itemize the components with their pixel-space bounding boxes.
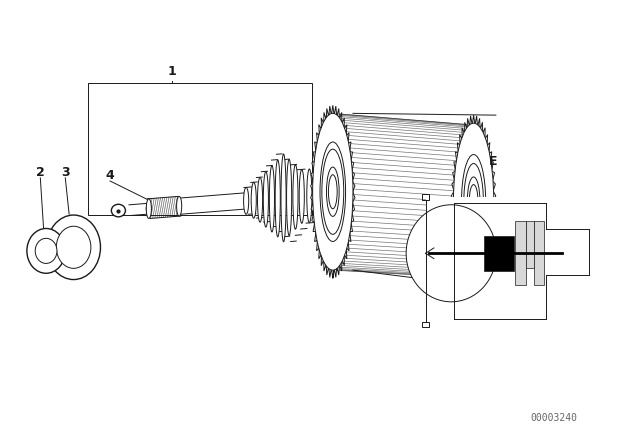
Bar: [534, 221, 545, 285]
Bar: [88, 83, 312, 215]
Ellipse shape: [469, 185, 478, 219]
Text: 3: 3: [61, 166, 70, 179]
Ellipse shape: [244, 187, 249, 214]
Ellipse shape: [326, 167, 339, 216]
Ellipse shape: [461, 155, 486, 249]
Bar: [426, 197, 595, 325]
Ellipse shape: [312, 113, 353, 270]
Polygon shape: [310, 105, 355, 278]
Ellipse shape: [312, 113, 353, 270]
Ellipse shape: [251, 182, 256, 218]
Ellipse shape: [300, 169, 305, 223]
Polygon shape: [451, 115, 496, 288]
Text: 2: 2: [36, 166, 45, 179]
Bar: [484, 236, 513, 271]
Ellipse shape: [307, 169, 312, 223]
Bar: [525, 221, 534, 268]
Ellipse shape: [322, 149, 344, 234]
Ellipse shape: [47, 215, 100, 280]
Ellipse shape: [27, 228, 65, 273]
Ellipse shape: [56, 226, 91, 268]
Ellipse shape: [269, 166, 275, 232]
Bar: [422, 322, 429, 327]
Ellipse shape: [263, 172, 268, 227]
Ellipse shape: [467, 177, 480, 226]
Ellipse shape: [281, 154, 286, 242]
Text: E: E: [488, 155, 497, 168]
Ellipse shape: [147, 199, 152, 219]
Bar: [515, 221, 525, 285]
Ellipse shape: [147, 203, 152, 214]
Ellipse shape: [326, 167, 339, 216]
Ellipse shape: [320, 142, 346, 241]
Ellipse shape: [320, 142, 346, 241]
Text: 00003240: 00003240: [530, 413, 577, 422]
Ellipse shape: [328, 175, 337, 209]
Ellipse shape: [322, 149, 344, 234]
Ellipse shape: [464, 164, 483, 240]
Ellipse shape: [406, 205, 496, 302]
Text: 4: 4: [106, 169, 115, 182]
Text: 1: 1: [167, 65, 176, 78]
Ellipse shape: [35, 238, 57, 263]
Ellipse shape: [257, 177, 262, 222]
Ellipse shape: [287, 159, 292, 236]
Bar: [422, 194, 429, 200]
Ellipse shape: [177, 196, 182, 216]
Polygon shape: [321, 146, 344, 237]
Ellipse shape: [293, 165, 298, 229]
Ellipse shape: [453, 123, 494, 280]
Ellipse shape: [275, 160, 280, 237]
Ellipse shape: [328, 175, 337, 209]
Ellipse shape: [111, 204, 125, 217]
